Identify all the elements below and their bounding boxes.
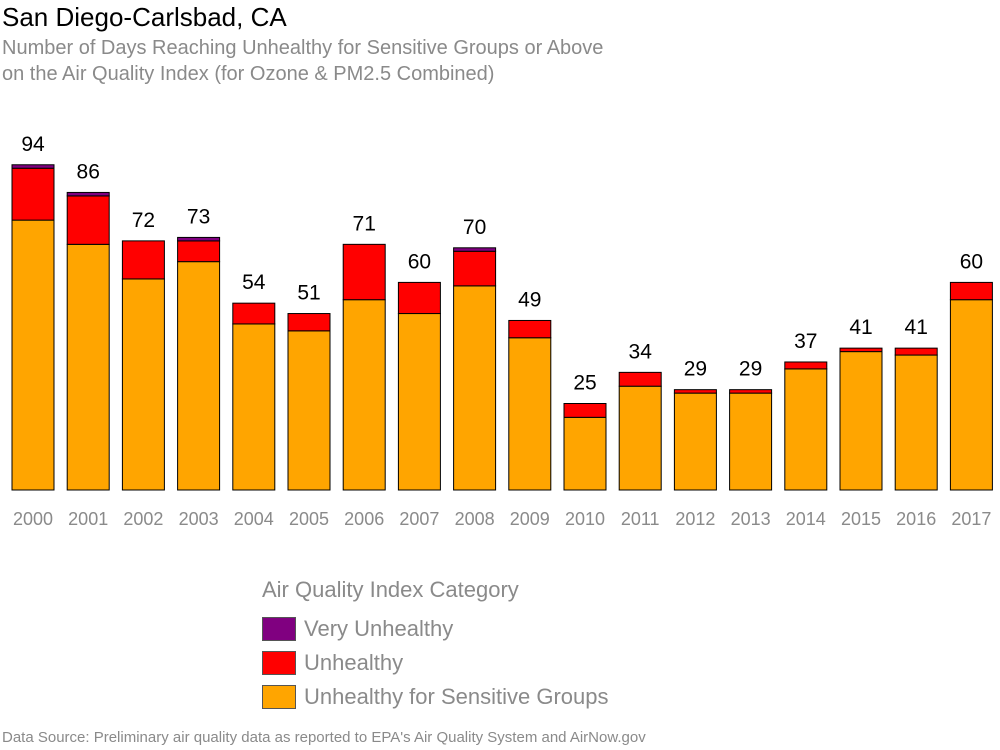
bar-segment-unhealthy-2011 [618,371,662,387]
bar-segment-unhealthy-for-sensitive-groups-2001 [66,243,110,491]
x-tick-label-2007: 2007 [399,509,439,529]
x-tick-label-2002: 2002 [123,509,163,529]
x-tick-label-2011: 2011 [621,509,660,529]
bar-segment-unhealthy-for-sensitive-groups-2011 [618,385,662,491]
data-label-2013: 29 [739,358,762,381]
data-label-2009: 49 [518,288,541,311]
legend: Air Quality Index Category Very Unhealth… [262,577,609,714]
data-source-footer: Data Source: Preliminary air quality dat… [2,729,646,746]
data-label-2005: 51 [297,282,320,305]
data-label-2007: 60 [408,250,431,273]
bar-segment-unhealthy-2001 [66,195,110,245]
x-tick-label-2017: 2017 [951,509,991,529]
bar-segment-unhealthy-2006 [342,243,386,301]
bar-segment-unhealthy-for-sensitive-groups-2003 [177,261,221,491]
bar-segment-unhealthy-2004 [232,302,276,325]
bar-segment-unhealthy-for-sensitive-groups-2007 [397,313,441,491]
x-tick-label-2016: 2016 [896,509,936,529]
x-tick-label-2012: 2012 [675,509,715,529]
bar-segment-very-unhealthy-2003 [177,236,221,242]
x-tick-label-2006: 2006 [344,509,384,529]
data-label-2016: 41 [905,316,928,339]
bar-segment-unhealthy-2002 [121,240,165,280]
bar-segment-unhealthy-2017 [949,281,993,301]
bar-segment-unhealthy-2007 [397,281,441,315]
chart-subtitle-line-1: Number of Days Reaching Unhealthy for Se… [2,37,604,59]
bar-segment-unhealthy-for-sensitive-groups-2013 [729,392,773,491]
bar-segment-unhealthy-for-sensitive-groups-2014 [784,368,828,491]
legend-item-unhealthy-sensitive: Unhealthy for Sensitive Groups [262,680,609,714]
bar-segment-unhealthy-2000 [11,167,55,221]
bar-segment-unhealthy-for-sensitive-groups-2002 [121,278,165,491]
data-label-2002: 72 [132,209,155,232]
bar-segment-unhealthy-2015 [839,347,883,353]
bar-segment-unhealthy-for-sensitive-groups-2010 [563,416,607,491]
bar-segment-unhealthy-for-sensitive-groups-2006 [342,299,386,491]
legend-item-very-unhealthy: Very Unhealthy [262,612,609,646]
bar-segment-unhealthy-for-sensitive-groups-2008 [453,285,497,491]
bar-segment-unhealthy-for-sensitive-groups-2004 [232,323,276,491]
legend-label-unhealthy-sensitive: Unhealthy for Sensitive Groups [304,684,609,709]
x-tick-label-2008: 2008 [455,509,495,529]
data-label-2001: 86 [77,160,100,183]
x-tick-label-2013: 2013 [731,509,771,529]
x-tick-label-2004: 2004 [234,509,274,529]
data-label-2000: 94 [21,133,45,156]
x-tick-label-2000: 2000 [13,509,53,529]
legend-swatch-unhealthy-sensitive [262,685,296,709]
bar-segment-unhealthy-for-sensitive-groups-2015 [839,351,883,491]
bar-segment-unhealthy-2008 [453,250,497,287]
legend-label-very-unhealthy: Very Unhealthy [304,616,454,641]
x-tick-label-2010: 2010 [565,509,605,529]
legend-swatch-very-unhealthy [262,617,296,641]
bar-segment-unhealthy-2005 [287,313,331,332]
bar-segment-unhealthy-2016 [894,347,938,356]
legend-title: Air Quality Index Category [262,577,519,602]
legend-label-unhealthy: Unhealthy [304,650,404,675]
bar-segment-unhealthy-for-sensitive-groups-2017 [949,299,993,491]
data-label-2003: 73 [187,205,210,228]
data-label-2011: 34 [629,340,653,363]
bar-segment-very-unhealthy-2000 [11,164,55,169]
bar-segment-unhealthy-2010 [563,403,607,418]
chart-title: San Diego-Carlsbad, CA [2,2,287,32]
data-label-2014: 37 [794,330,817,353]
bar-chart: 94 2000 86 2001 72 2002 73 2003 54 2004 51 2005 71 20… [11,133,993,529]
data-label-2006: 71 [353,212,376,235]
bar-segment-very-unhealthy-2001 [66,191,110,197]
x-tick-label-2003: 2003 [179,509,219,529]
bar-segment-very-unhealthy-2008 [453,247,497,252]
x-tick-label-2015: 2015 [841,509,881,529]
bar-segment-unhealthy-for-sensitive-groups-2000 [11,219,55,491]
x-tick-label-2009: 2009 [510,509,550,529]
data-label-2010: 25 [573,372,596,395]
x-tick-label-2014: 2014 [786,509,826,529]
bar-segment-unhealthy-for-sensitive-groups-2012 [673,392,717,491]
data-label-2008: 70 [463,216,486,239]
legend-item-unhealthy: Unhealthy [262,646,609,680]
bar-segment-unhealthy-2014 [784,361,828,370]
data-label-2004: 54 [242,271,266,294]
bar-segment-unhealthy-2003 [177,240,221,263]
x-tick-label-2005: 2005 [289,509,329,529]
data-label-2012: 29 [684,358,707,381]
bar-segment-unhealthy-2009 [508,319,552,339]
legend-swatch-unhealthy [262,651,296,675]
bar-segment-unhealthy-for-sensitive-groups-2005 [287,330,331,491]
chart-subtitle-line-2: on the Air Quality Index (for Ozone & PM… [2,63,495,85]
data-label-2017: 60 [960,250,983,273]
bar-segment-unhealthy-for-sensitive-groups-2009 [508,337,552,491]
bar-segment-unhealthy-2013 [729,389,773,394]
bar-segment-unhealthy-2012 [673,389,717,394]
x-tick-label-2001: 2001 [68,509,108,529]
bar-segment-unhealthy-for-sensitive-groups-2016 [894,354,938,491]
data-label-2015: 41 [849,316,872,339]
